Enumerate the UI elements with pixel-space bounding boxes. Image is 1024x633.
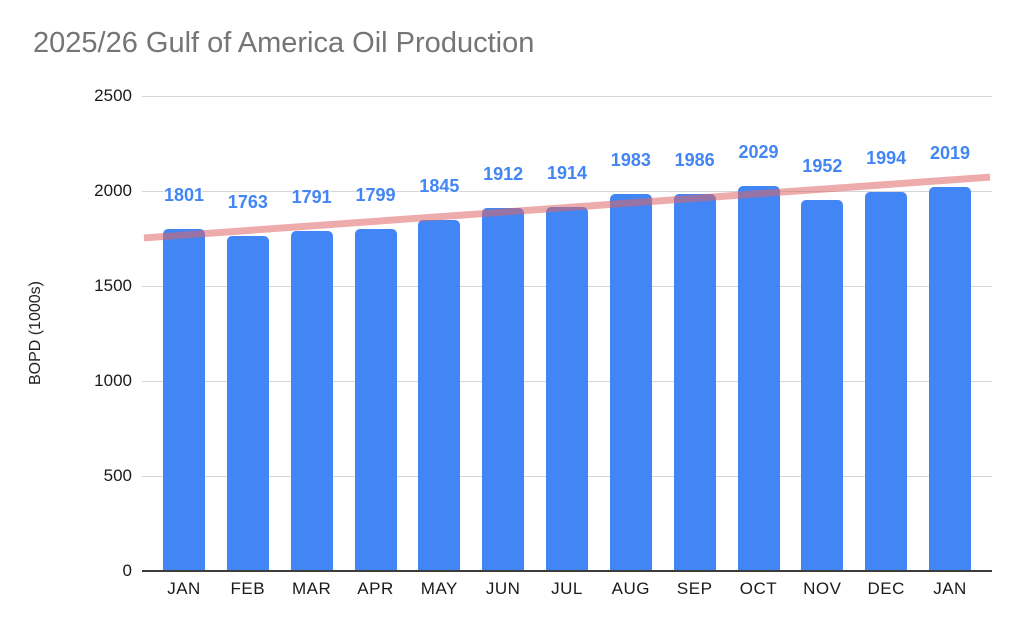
bar-oct-9[interactable] — [737, 185, 780, 571]
gridline — [142, 96, 992, 97]
x-tick-label: MAY — [420, 579, 458, 598]
bar-mar-2[interactable] — [290, 230, 333, 571]
bar-jul-6[interactable] — [546, 207, 588, 571]
x-tick-label: DEC — [867, 579, 905, 598]
plot-area: 1801 1763 1791 1799 1845 1912 1914 1983 1986 2029… — [142, 96, 992, 572]
y-axis-title: BOPD (1000s) — [27, 280, 44, 386]
bar-aug-7[interactable] — [609, 194, 652, 571]
bar-sep-8[interactable] — [673, 193, 716, 571]
bar-value-label: 1763 — [227, 192, 268, 213]
y-tick-label: 2500 — [94, 86, 132, 105]
x-tick-label: FEB — [230, 579, 266, 598]
x-tick-label: OCT — [739, 579, 778, 598]
bar-apr-3[interactable] — [354, 229, 397, 571]
x-tick-label: AUG — [611, 579, 650, 598]
bar-value-label: 1845 — [419, 176, 460, 197]
bar-nov-10[interactable] — [801, 200, 844, 571]
bar-value-label: 1994 — [866, 148, 907, 169]
x-axis-line — [142, 570, 992, 572]
gridline — [142, 191, 992, 192]
bar-jan-12[interactable] — [929, 187, 971, 571]
bar-value-label: 2019 — [929, 143, 971, 164]
bar-value-label: 2029 — [738, 141, 779, 162]
y-tick-label: 2000 — [94, 181, 132, 200]
y-tick-label: 1500 — [94, 276, 132, 295]
x-tick-label: APR — [357, 579, 394, 598]
bar-dec-11[interactable] — [865, 192, 908, 571]
x-tick-label: JUN — [485, 579, 521, 598]
x-tick-label: SEP — [676, 579, 713, 598]
bar-value-label: 1799 — [355, 185, 396, 206]
y-tick-label: 500 — [103, 466, 132, 485]
x-tick-label: MAR — [292, 579, 332, 598]
bar-value-label: 1791 — [291, 186, 332, 207]
bar-value-label: 1983 — [610, 150, 651, 171]
bar-jan-0[interactable] — [163, 228, 205, 571]
y-tick-label: 0 — [122, 561, 132, 580]
bar-jun-5[interactable] — [482, 207, 525, 571]
x-tick-label: JAN — [933, 579, 967, 598]
y-tick-label: 1000 — [94, 371, 132, 390]
trendline[interactable] — [143, 173, 991, 242]
bar-value-label: 1986 — [674, 149, 715, 170]
x-tick-label: JUL — [551, 579, 583, 598]
trendline-layer — [143, 173, 991, 242]
bar-value-label: 1912 — [483, 163, 524, 184]
bar-value-label: 1914 — [546, 163, 588, 184]
bar-value-label: 1801 — [163, 184, 205, 205]
bar-may-4[interactable] — [418, 220, 461, 571]
x-tick-label: JAN — [167, 579, 201, 598]
chart-title: 2025/26 Gulf of America Oil Production — [33, 27, 535, 59]
x-tick-label: NOV — [803, 579, 842, 598]
bar-value-label: 1952 — [802, 156, 843, 177]
bar-feb-1[interactable] — [226, 236, 269, 571]
